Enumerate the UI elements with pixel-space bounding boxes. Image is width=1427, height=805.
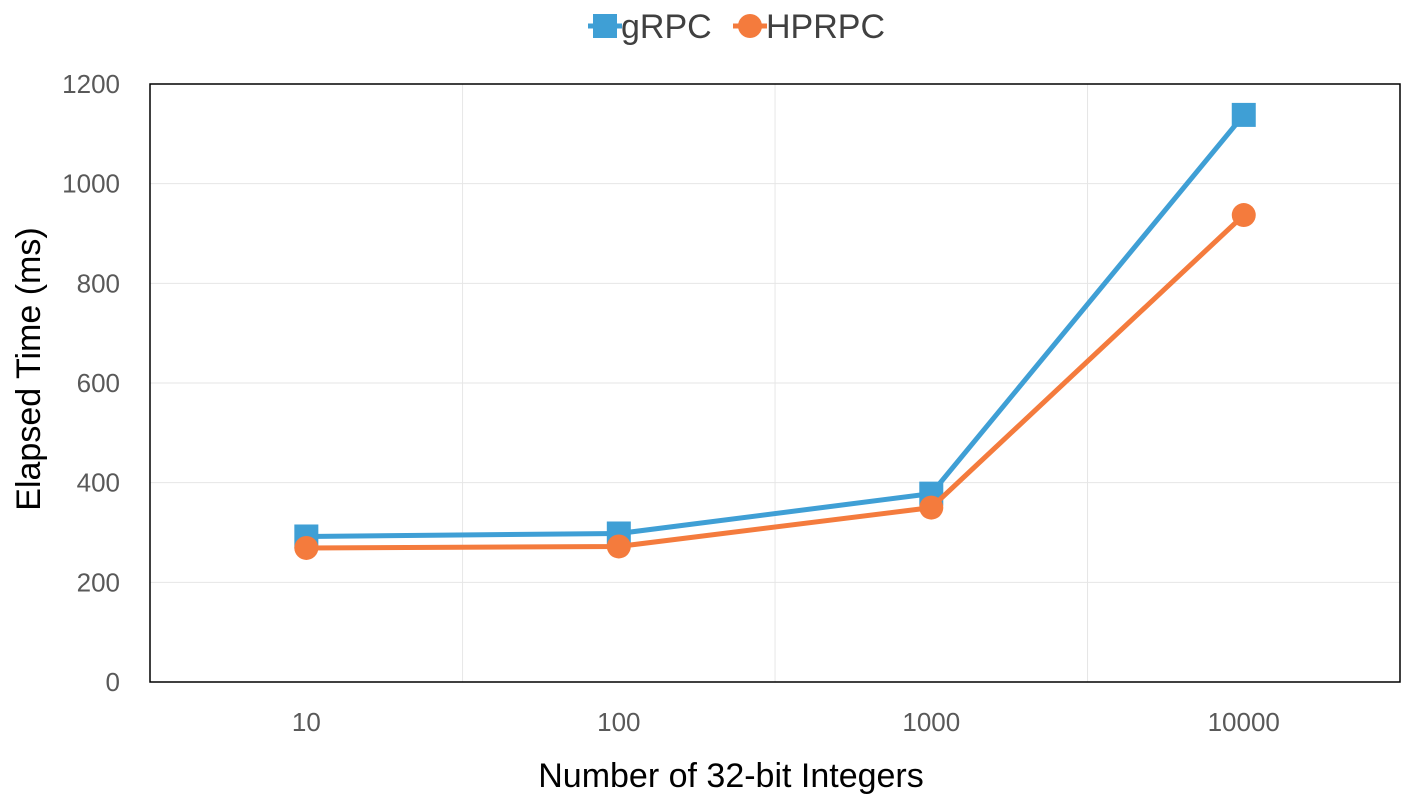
legend-marker-hprpc xyxy=(738,14,762,38)
x-tick-label: 100 xyxy=(597,707,640,737)
y-tick-label: 800 xyxy=(77,268,120,298)
data-point-hprpc xyxy=(606,534,631,559)
legend-label-grpc: gRPC xyxy=(621,8,712,46)
y-tick-label: 1200 xyxy=(62,69,120,99)
data-point-hprpc xyxy=(919,495,944,520)
plot-area xyxy=(149,83,1401,683)
x-tick-label: 1000 xyxy=(902,707,960,737)
data-point-grpc xyxy=(1231,102,1256,127)
series-line-hprpc xyxy=(306,213,1246,551)
x-tick-label: 10000 xyxy=(1208,707,1280,737)
y-axis-title: Elapsed Time (ms) xyxy=(10,227,48,510)
legend-marker-grpc xyxy=(593,14,617,38)
x-axis-title: Number of 32-bit Integers xyxy=(538,757,924,795)
gridlines xyxy=(150,84,1400,682)
data-point-hprpc xyxy=(294,535,319,560)
series-line-grpc xyxy=(306,113,1246,539)
y-axis-ticks: 0 200 400 600 800 1000 1200 xyxy=(62,69,120,697)
y-tick-label: 200 xyxy=(77,567,120,597)
x-tick-label: 10 xyxy=(292,707,321,737)
data-point-hprpc xyxy=(1231,203,1256,228)
y-tick-label: 600 xyxy=(77,368,120,398)
legend: gRPC HPRPC xyxy=(588,8,885,46)
series-layer xyxy=(294,102,1256,560)
y-tick-label: 1000 xyxy=(62,169,120,199)
legend-label-hprpc: HPRPC xyxy=(766,8,885,46)
y-tick-label: 0 xyxy=(106,667,120,697)
y-tick-label: 400 xyxy=(77,468,120,498)
x-axis-ticks: 10 100 1000 10000 xyxy=(292,707,1280,737)
